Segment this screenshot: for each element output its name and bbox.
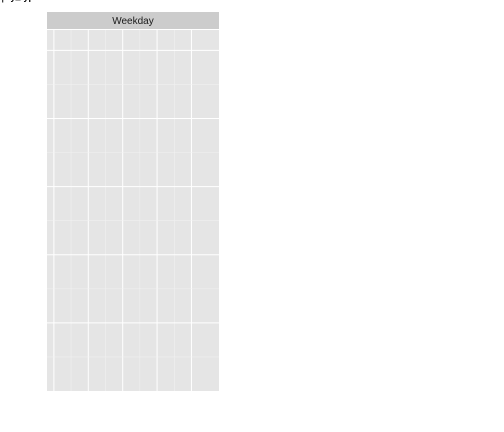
legend: day_type (0, 0, 39, 2)
panel-background-weekday (47, 30, 219, 391)
panel-weekday: Weekday (47, 12, 219, 391)
legend-title: day_type (0, 0, 39, 2)
strip-label-weekday: Weekday (112, 16, 154, 27)
